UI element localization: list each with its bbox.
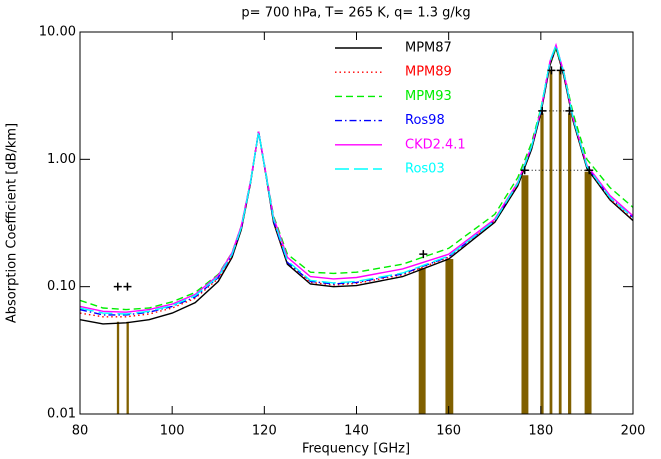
passband (540, 113, 544, 415)
legend-label: Ros03 (405, 162, 445, 177)
passband (521, 175, 529, 414)
x-tick-label: 180 (528, 424, 553, 439)
legend-label: Ros98 (405, 113, 445, 128)
passband (558, 70, 562, 415)
y-tick-label: 0.01 (47, 407, 76, 422)
passband (445, 258, 454, 414)
x-tick-label: 160 (436, 424, 461, 439)
marker (565, 106, 574, 115)
y-tick-label: 0.10 (47, 279, 76, 294)
marker (538, 106, 547, 115)
series-line (80, 42, 633, 315)
x-tick-label: 80 (72, 424, 89, 439)
marker (123, 282, 132, 291)
x-tick-label: 200 (621, 424, 646, 439)
marker (419, 250, 428, 259)
x-tick-label: 100 (160, 424, 185, 439)
marker (556, 66, 565, 75)
legend-label: CKD2.4.1 (405, 137, 466, 152)
y-tick-label: 1.00 (47, 152, 76, 167)
marker (547, 66, 556, 75)
x-tick-label: 140 (344, 424, 369, 439)
legend-label: MPM87 (405, 41, 452, 56)
passband (116, 321, 120, 414)
passband (584, 171, 592, 414)
marker (520, 166, 529, 175)
passband (568, 113, 572, 415)
passband (549, 70, 553, 415)
legend-label: MPM89 (405, 65, 452, 80)
y-tick-label: 10.00 (39, 25, 76, 40)
passband (126, 321, 129, 414)
x-tick-label: 120 (252, 424, 277, 439)
passband (418, 268, 426, 414)
y-axis-label: Absorption Coefficient [dB/km] (5, 123, 20, 323)
marker (113, 282, 122, 291)
x-axis-label: Frequency [GHz] (302, 442, 410, 457)
chart-title: p= 700 hPa, T= 265 K, q= 1.3 g/kg (241, 6, 470, 21)
legend-label: MPM93 (405, 89, 452, 104)
marker (585, 166, 594, 175)
